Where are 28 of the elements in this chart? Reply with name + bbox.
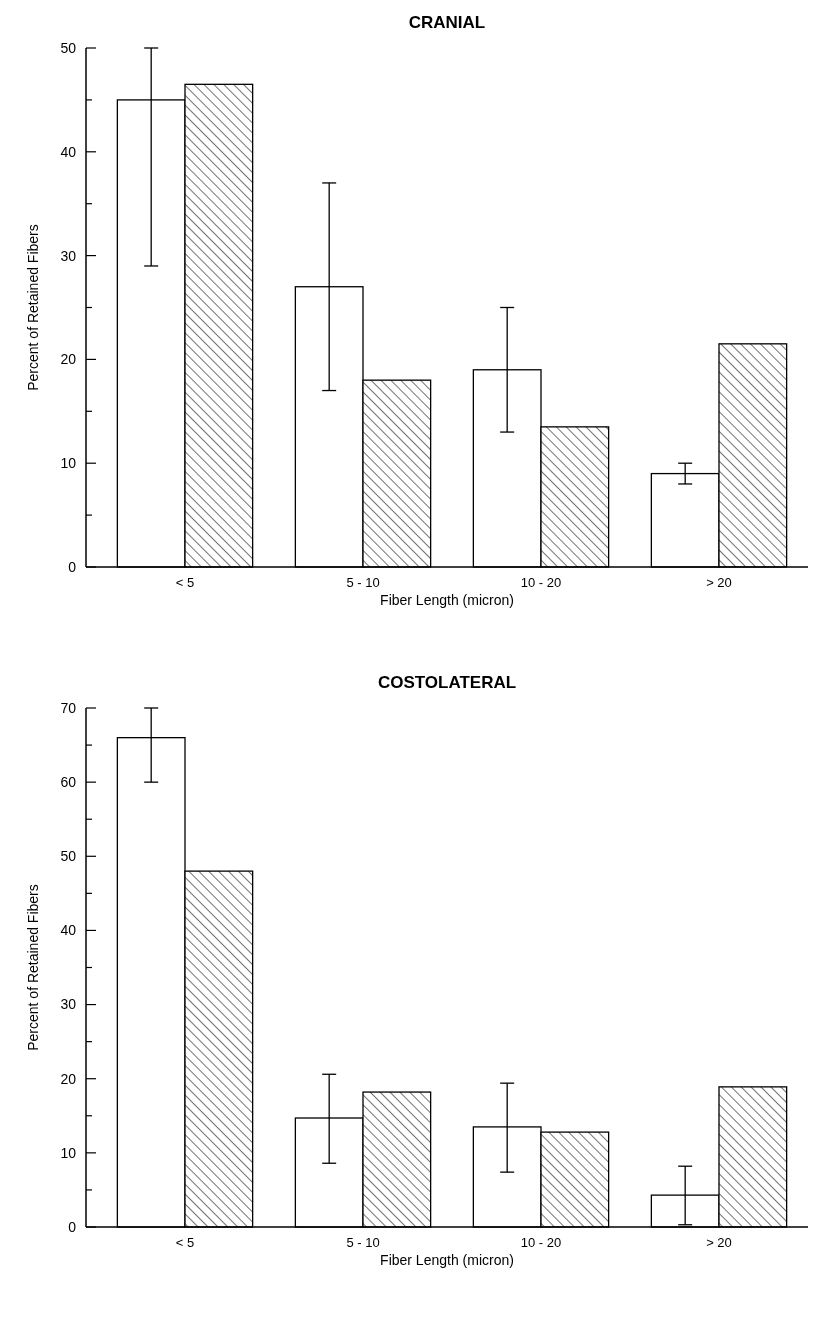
x-axis-title: Fiber Length (micron) bbox=[380, 1252, 514, 1268]
x-tick-label: > 20 bbox=[706, 1235, 732, 1250]
y-tick-label: 40 bbox=[60, 143, 77, 160]
x-tick-label: 10 - 20 bbox=[520, 1235, 562, 1250]
y-tick-label: 20 bbox=[60, 1070, 77, 1087]
y-tick-label: 20 bbox=[60, 351, 77, 368]
y-axis-title: Percent of Retained Fibers bbox=[25, 224, 41, 391]
x-axis-title: Fiber Length (micron) bbox=[380, 592, 514, 608]
y-axis-title: Percent of Retained Fibers bbox=[25, 884, 41, 1051]
y-tick-label: 50 bbox=[60, 848, 77, 865]
y-tick-label: 30 bbox=[60, 247, 77, 264]
y-tick-label: 30 bbox=[60, 996, 77, 1013]
chart-title: COSTOLATERAL bbox=[377, 673, 517, 692]
y-tick-label: 10 bbox=[60, 1144, 77, 1161]
y-tick-label: 40 bbox=[60, 922, 77, 939]
x-tick-label: 5 - 10 bbox=[346, 575, 380, 590]
x-tick-label: 5 - 10 bbox=[346, 1235, 380, 1250]
y-tick-label: 60 bbox=[60, 774, 77, 791]
chart-title: CRANIAL bbox=[408, 13, 486, 32]
y-tick-label: 0 bbox=[68, 1218, 77, 1235]
y-tick-label: 10 bbox=[60, 455, 77, 472]
y-tick-label: 70 bbox=[60, 699, 77, 716]
y-tick-label: 50 bbox=[60, 39, 77, 56]
x-tick-label: > 20 bbox=[706, 575, 732, 590]
x-tick-label: 10 - 20 bbox=[520, 575, 562, 590]
x-tick-label: < 5 bbox=[175, 575, 195, 590]
y-tick-label: 0 bbox=[68, 558, 77, 575]
x-tick-label: < 5 bbox=[175, 1235, 195, 1250]
